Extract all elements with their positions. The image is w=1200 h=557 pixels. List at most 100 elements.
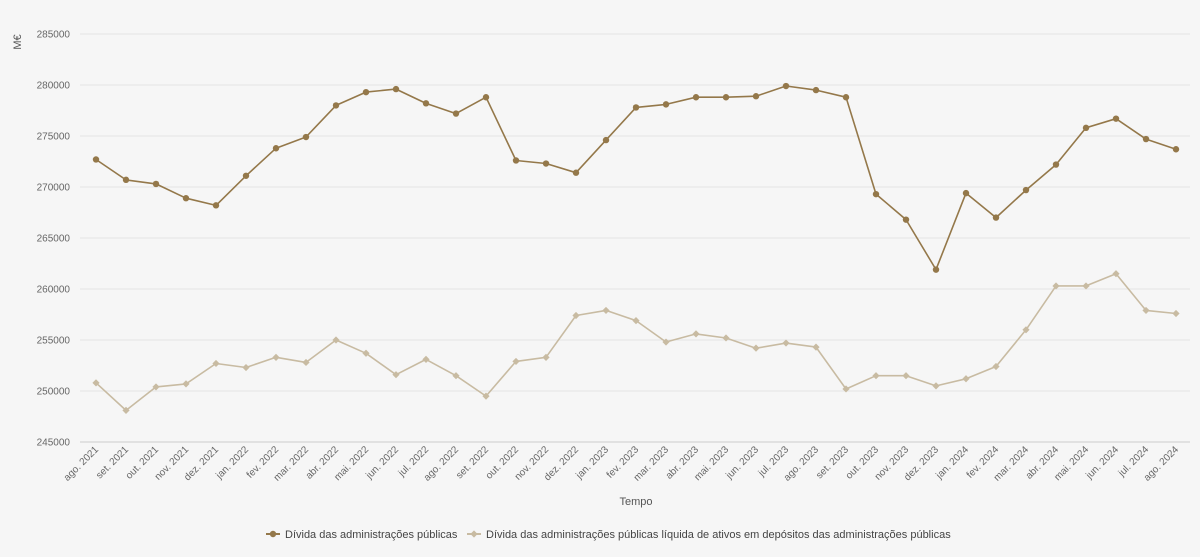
data-point	[962, 189, 970, 197]
data-point	[152, 383, 160, 391]
data-point	[602, 306, 610, 315]
data-point	[1082, 124, 1090, 132]
data-point	[1112, 115, 1120, 122]
data-point	[332, 336, 340, 344]
y-axis-title: M€	[12, 34, 24, 49]
legend-item-1[interactable]: Dívida das administrações públicas	[266, 529, 458, 541]
data-point	[962, 375, 970, 383]
data-point	[1172, 309, 1180, 318]
x-tick-label: jun. 2024	[1084, 444, 1122, 482]
data-point	[572, 169, 580, 176]
data-point	[842, 94, 850, 101]
data-point	[512, 357, 520, 366]
data-point	[872, 190, 880, 198]
data-point	[632, 104, 640, 111]
data-point	[272, 145, 280, 152]
x-tick-label: ago. 2021	[62, 444, 102, 484]
data-point	[422, 100, 430, 107]
series-2	[92, 270, 1180, 414]
data-point	[722, 94, 730, 101]
data-point	[902, 216, 910, 223]
data-point	[302, 133, 310, 141]
data-point	[362, 88, 370, 96]
data-point	[872, 372, 880, 380]
data-point	[542, 160, 550, 167]
data-point	[1022, 326, 1030, 334]
y-tick-label: 275000	[37, 132, 71, 143]
legend-label: Dívida das administrações públicas líqui…	[486, 529, 951, 541]
data-point	[992, 362, 1000, 371]
data-point	[1052, 161, 1060, 168]
data-point	[812, 343, 820, 351]
data-point	[92, 379, 100, 387]
data-point	[812, 86, 820, 94]
data-point	[752, 93, 760, 100]
data-point	[842, 385, 850, 393]
data-point	[542, 353, 550, 361]
data-point	[152, 180, 160, 188]
legend-label: Dívida das administrações públicas	[285, 529, 458, 541]
data-point	[332, 102, 340, 109]
data-point	[422, 355, 430, 363]
data-point	[1022, 186, 1030, 194]
series-1	[92, 82, 1180, 273]
series-line	[95, 272, 1177, 412]
data-point	[602, 136, 610, 144]
legend: Dívida das administrações públicas Dívida…	[266, 529, 951, 541]
data-point	[902, 372, 910, 380]
data-point	[662, 338, 670, 346]
data-point	[692, 94, 700, 101]
data-point	[992, 214, 1000, 221]
data-point	[302, 358, 310, 367]
x-tick-label: jun. 2023	[724, 444, 762, 482]
legend-marker	[470, 530, 478, 538]
data-point	[92, 156, 100, 163]
data-point	[572, 311, 580, 320]
data-point	[752, 344, 760, 352]
data-point	[692, 330, 700, 338]
y-tick-label: 260000	[37, 285, 71, 296]
y-tick-label: 270000	[37, 183, 71, 194]
data-point	[512, 157, 520, 164]
data-point	[662, 101, 670, 108]
data-point	[1112, 270, 1120, 278]
legend-marker	[269, 530, 277, 538]
data-point	[1052, 282, 1060, 290]
data-point	[392, 85, 400, 93]
data-point	[242, 363, 250, 372]
data-point	[212, 359, 220, 368]
y-tick-label: 245000	[37, 438, 71, 449]
data-point	[482, 94, 490, 101]
data-point	[632, 317, 640, 325]
data-point	[122, 176, 130, 184]
data-point	[452, 372, 460, 380]
series-group	[92, 82, 1180, 414]
data-point	[1172, 146, 1180, 153]
data-point	[482, 392, 490, 400]
x-axis-title: Tempo	[619, 496, 652, 508]
x-tick-label: jun. 2022	[364, 444, 402, 482]
data-point	[242, 172, 250, 179]
y-tick-label: 255000	[37, 336, 71, 347]
x-tick-label: jan. 2022	[214, 444, 252, 482]
data-point	[1142, 135, 1150, 143]
data-point	[782, 339, 790, 347]
legend-item-2[interactable]: Dívida das administrações públicas líqui…	[467, 529, 951, 541]
data-point	[932, 266, 940, 273]
y-tick-label: 250000	[37, 387, 71, 398]
data-point	[392, 371, 400, 379]
data-point	[1142, 306, 1150, 315]
data-point	[182, 380, 190, 388]
x-tick-label: jan. 2023	[574, 444, 612, 482]
y-tick-label: 265000	[37, 234, 71, 245]
data-point	[122, 406, 130, 414]
data-point	[212, 202, 220, 209]
data-point	[362, 349, 370, 357]
y-tick-label: 285000	[37, 30, 71, 41]
data-point	[782, 82, 790, 90]
data-point	[1082, 282, 1090, 290]
y-axis-ticks: 245000 250000 255000 260000 265000 270000 2750…	[37, 30, 71, 449]
series-line	[95, 85, 1177, 271]
